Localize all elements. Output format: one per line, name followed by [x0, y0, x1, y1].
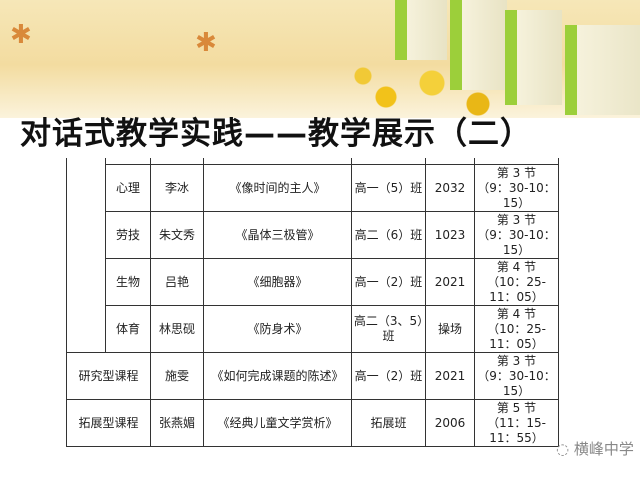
wechat-icon: ◌: [556, 440, 570, 458]
table-row: 劳技 朱文秀 《晶体三极管》 高二（6）班 1023 第 3 节（9：30-10…: [67, 211, 559, 259]
book-image: [450, 0, 507, 90]
flower-icon: ✱: [195, 28, 217, 58]
teacher-cell: 李冰: [150, 164, 204, 212]
table-row: 生物 吕艳 《细胞器》 高一（2）班 2021 第 4 节（10：25-11：0…: [67, 258, 559, 306]
room-cell: 2032: [425, 164, 475, 212]
subject-cell: 心理: [105, 164, 151, 212]
table-row: 研究型课程 施雯 《如何完成课题的陈述》 高一（2）班 2021 第 3 节（9…: [66, 352, 559, 400]
class-cell: 高二（6）班: [351, 211, 426, 259]
category-cell: 研究型课程: [66, 352, 151, 400]
time-cell: 第 3 节（9：30-10：15）: [474, 352, 559, 400]
lesson-cell: 《防身术》: [203, 305, 352, 353]
table-row: 心理 李冰 《像时间的主人》 高一（5）班 2032 第 3 节（9：30-10…: [67, 164, 559, 212]
slide-title: 对话式教学实践——教学展示（二）: [20, 116, 532, 152]
time-range: （9：30-10：15）: [477, 180, 556, 210]
book-image: [395, 0, 447, 60]
time-cell: 第 5 节（11：15-11：55）: [474, 399, 559, 447]
teacher-cell: 吕艳: [150, 258, 204, 306]
lesson-cell: 《如何完成课题的陈述》: [203, 352, 352, 400]
time-range: （11：15-11：55）: [487, 415, 546, 445]
class-cell: 高二（3、5）班: [351, 305, 426, 353]
time-range: （9：30-10：15）: [477, 368, 556, 398]
category-cell: 拓展型课程: [66, 399, 151, 447]
book-image: [505, 10, 562, 105]
time-cell: 第 4 节（10：25-11：05）: [474, 305, 559, 353]
watermark: ◌ 横峰中学: [556, 440, 634, 458]
time-cell: 第 3 节（9：30-10：15）: [474, 164, 559, 212]
lesson-cell: 《细胞器》: [203, 258, 352, 306]
class-cell: 高一（2）班: [351, 258, 426, 306]
teacher-cell: 张燕媚: [150, 399, 204, 447]
subject-cell: 生物: [105, 258, 151, 306]
room-cell: 2021: [425, 258, 475, 306]
class-cell: 高一（2）班: [351, 352, 426, 400]
lesson-cell: 《像时间的主人》: [203, 164, 352, 212]
teacher-cell: 施雯: [150, 352, 204, 400]
teacher-cell: 朱文秀: [150, 211, 204, 259]
decorative-banner: ✱ ✱: [0, 0, 640, 125]
flower-icon: ✱: [10, 20, 32, 50]
room-cell: 1023: [425, 211, 475, 259]
time-period: 第 3 节: [496, 165, 537, 180]
subject-cell: 劳技: [105, 211, 151, 259]
schedule-table: 心理 李冰 《像时间的主人》 高一（5）班 2032 第 3 节（9：30-10…: [66, 158, 559, 447]
room-cell: 2021: [425, 352, 475, 400]
time-cell: 第 4 节（10：25-11：05）: [474, 258, 559, 306]
table-row: 拓展型课程 张燕媚 《经典儿童文学赏析》 拓展班 2006 第 5 节（11：1…: [66, 399, 559, 447]
class-cell: 拓展班: [351, 399, 426, 447]
time-period: 第 4 节: [496, 306, 537, 321]
teacher-cell: 林思砚: [150, 305, 204, 353]
time-period: 第 4 节: [496, 259, 537, 274]
time-range: （10：25-11：05）: [487, 274, 546, 304]
time-range: （9：30-10：15）: [477, 227, 556, 257]
book-image: [565, 25, 640, 115]
lesson-cell: 《晶体三极管》: [203, 211, 352, 259]
watermark-text: 横峰中学: [573, 440, 634, 458]
time-range: （10：25-11：05）: [487, 321, 546, 351]
class-cell: 高一（5）班: [351, 164, 426, 212]
table-row: 体育 林思砚 《防身术》 高二（3、5）班 操场 第 4 节（10：25-11：…: [67, 305, 559, 353]
lesson-cell: 《经典儿童文学赏析》: [203, 399, 352, 447]
room-cell: 2006: [425, 399, 475, 447]
time-period: 第 3 节: [496, 353, 537, 368]
time-period: 第 5 节: [496, 400, 537, 415]
time-period: 第 3 节: [496, 212, 537, 227]
time-cell: 第 3 节（9：30-10：15）: [474, 211, 559, 259]
room-cell: 操场: [425, 305, 475, 353]
subject-cell: 体育: [105, 305, 151, 353]
